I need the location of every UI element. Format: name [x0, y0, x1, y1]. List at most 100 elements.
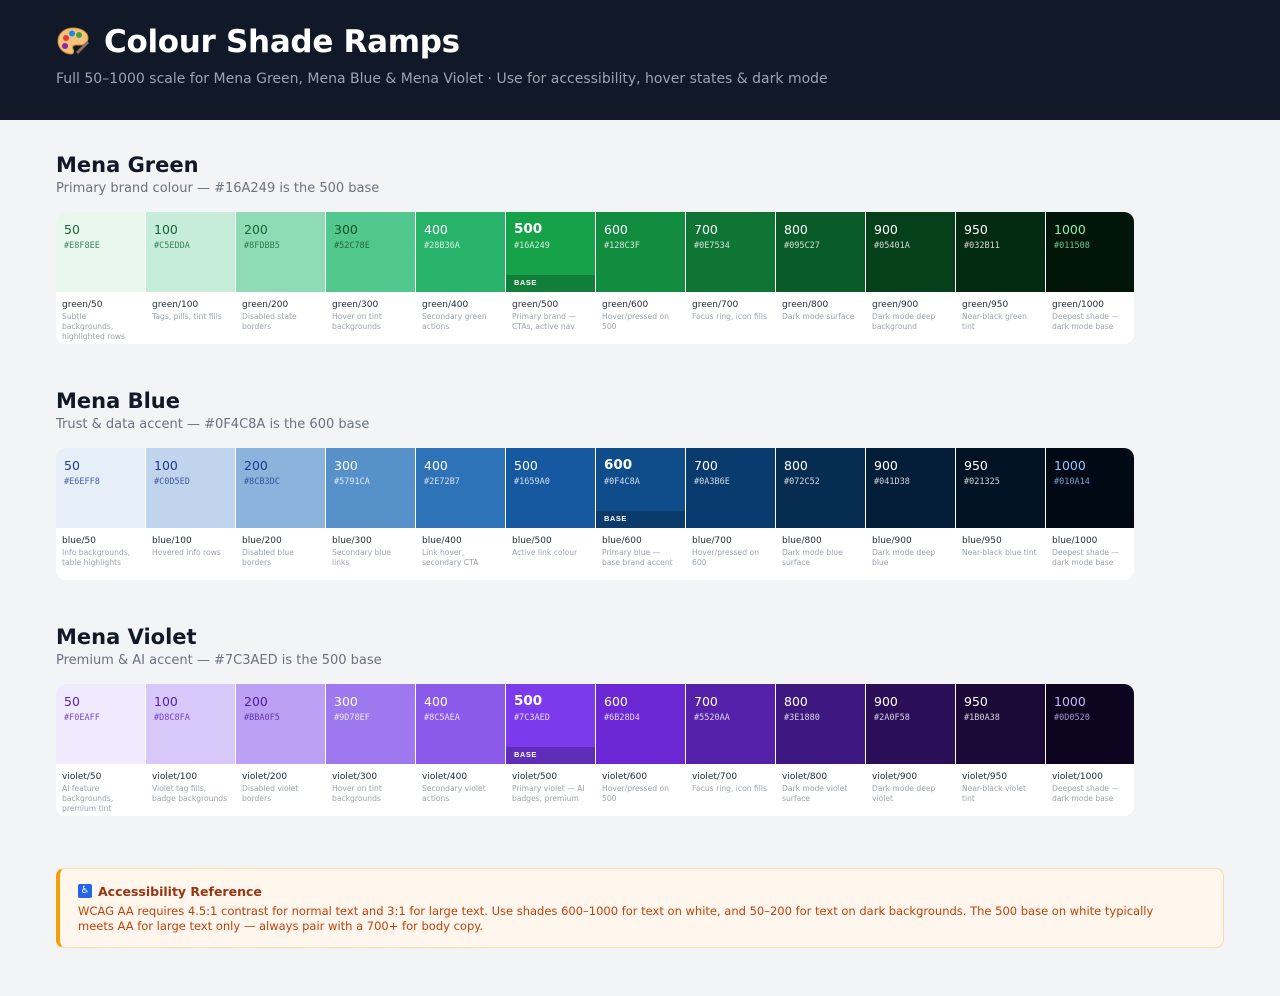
- usage-note: Hover/pressed on 500: [602, 784, 669, 803]
- token-name: green/50: [62, 300, 103, 310]
- shade-card[interactable]: 950 #021325 blue/950 Near-black blue tint: [956, 448, 1045, 580]
- shade-meta: green/50 Subtle backgrounds, highlighted …: [56, 292, 145, 344]
- shade-card[interactable]: 500 #16A249 BASE green/500 Primary brand — C…: [506, 212, 595, 344]
- color-swatch[interactable]: 600 #0F4C8A BASE: [596, 448, 685, 528]
- shade-card[interactable]: 50 #E8F8EE green/50 Subtle backgrounds, hig…: [56, 212, 145, 344]
- color-swatch[interactable]: 400 #8C5AEA: [416, 684, 505, 764]
- hex-code: #8CB3DC: [244, 477, 280, 487]
- color-swatch[interactable]: 300 #52C78E: [326, 212, 415, 292]
- shade-card[interactable]: 50 #E6EFF8 blue/50 Info backgrounds, table …: [56, 448, 145, 580]
- color-swatch[interactable]: 500 #7C3AED BASE: [506, 684, 595, 764]
- color-swatch[interactable]: 300 #5791CA: [326, 448, 415, 528]
- shade-card[interactable]: 1000 #011508 green/1000 Deepest shade — dar…: [1046, 212, 1134, 344]
- shade-card[interactable]: 600 #128C3F green/600 Hover/pressed on 500: [596, 212, 685, 344]
- color-swatch[interactable]: 400 #2E72B7: [416, 448, 505, 528]
- accessibility-icon: ♿: [78, 884, 92, 898]
- usage-note: Secondary green actions: [422, 312, 487, 331]
- token-name: blue/200: [242, 536, 282, 546]
- usage-note: Tags, pills, tint fills: [152, 312, 222, 321]
- shade-card[interactable]: 900 #2A0F58 violet/900 Dark mode deep viole…: [866, 684, 955, 816]
- shade-card[interactable]: 800 #3E1880 violet/800 Dark mode violet sur…: [776, 684, 865, 816]
- color-swatch[interactable]: 100 #C0D5ED: [146, 448, 235, 528]
- shade-card[interactable]: 700 #0E7534 green/700 Focus ring, icon fill…: [686, 212, 775, 344]
- shade-card[interactable]: 300 #5791CA blue/300 Secondary blue links: [326, 448, 415, 580]
- usage-note: Deepest shade — dark mode base: [1052, 548, 1119, 567]
- shade-card[interactable]: 400 #2E72B7 blue/400 Link hover, secondary …: [416, 448, 505, 580]
- color-swatch[interactable]: 50 #F0EAFF: [56, 684, 145, 764]
- color-swatch[interactable]: 700 #0E7534: [686, 212, 775, 292]
- shade-card[interactable]: 950 #1B0A38 violet/950 Near-black violet ti…: [956, 684, 1045, 816]
- hex-code: #011508: [1054, 241, 1090, 251]
- shade-card[interactable]: 50 #F0EAFF violet/50 AI feature backgrounds…: [56, 684, 145, 816]
- hex-code: #16A249: [514, 241, 550, 251]
- shade-card[interactable]: 100 #D8C8FA violet/100 Violet tag fills, ba…: [146, 684, 235, 816]
- color-swatch[interactable]: 950 #1B0A38: [956, 684, 1045, 764]
- color-swatch[interactable]: 50 #E6EFF8: [56, 448, 145, 528]
- color-swatch[interactable]: 950 #021325: [956, 448, 1045, 528]
- token-name: green/800: [782, 300, 829, 310]
- color-swatch[interactable]: 500 #1659A0: [506, 448, 595, 528]
- color-swatch[interactable]: 800 #3E1880: [776, 684, 865, 764]
- shade-card[interactable]: 200 #BBA0F5 violet/200 Disabled violet bord…: [236, 684, 325, 816]
- color-swatch[interactable]: 100 #C5EDDA: [146, 212, 235, 292]
- token-name: blue/50: [62, 536, 96, 546]
- color-swatch[interactable]: 500 #16A249 BASE: [506, 212, 595, 292]
- color-swatch[interactable]: 700 #0A3B6E: [686, 448, 775, 528]
- color-swatch[interactable]: 200 #8FDBB5: [236, 212, 325, 292]
- color-swatch[interactable]: 50 #E8F8EE: [56, 212, 145, 292]
- shade-card[interactable]: 200 #8FDBB5 green/200 Disabled state border…: [236, 212, 325, 344]
- shade-card[interactable]: 500 #7C3AED BASE violet/500 Primary violet —…: [506, 684, 595, 816]
- shade-card[interactable]: 400 #8C5AEA violet/400 Secondary violet act…: [416, 684, 505, 816]
- shade-card[interactable]: 900 #041D38 blue/900 Dark mode deep blue: [866, 448, 955, 580]
- hex-code: #095C27: [784, 241, 820, 251]
- accessibility-body: WCAG AA requires 4.5:1 contrast for norm…: [78, 904, 1154, 933]
- shade-card[interactable]: 700 #5520AA violet/700 Focus ring, icon fil…: [686, 684, 775, 816]
- token-name: violet/900: [872, 772, 918, 782]
- color-swatch[interactable]: 100 #D8C8FA: [146, 684, 235, 764]
- color-swatch[interactable]: 300 #9D78EF: [326, 684, 415, 764]
- usage-note: Focus ring, icon fills: [692, 312, 767, 321]
- shade-card[interactable]: 600 #0F4C8A BASE blue/600 Primary blue — bas…: [596, 448, 685, 580]
- color-swatch[interactable]: 200 #BBA0F5: [236, 684, 325, 764]
- shade-card[interactable]: 200 #8CB3DC blue/200 Disabled blue borders: [236, 448, 325, 580]
- shade-card[interactable]: 900 #05401A green/900 Dark mode deep backgr…: [866, 212, 955, 344]
- shade-number: 600: [604, 457, 633, 473]
- shade-card[interactable]: 950 #032B11 green/950 Near-black green tint: [956, 212, 1045, 344]
- shade-card[interactable]: 100 #C0D5ED blue/100 Hovered info rows: [146, 448, 235, 580]
- color-swatch[interactable]: 900 #2A0F58: [866, 684, 955, 764]
- shade-card[interactable]: 400 #28B36A green/400 Secondary green actio…: [416, 212, 505, 344]
- usage-note: Focus ring, icon fills: [692, 784, 767, 793]
- token-name: blue/1000: [1052, 536, 1098, 546]
- base-badge: BASE: [506, 747, 595, 764]
- token-name: violet/100: [152, 772, 198, 782]
- shade-card[interactable]: 1000 #0D0520 violet/1000 Deepest shade — da…: [1046, 684, 1134, 816]
- shade-card[interactable]: 300 #52C78E green/300 Hover on tint backgro…: [326, 212, 415, 344]
- color-swatch[interactable]: 400 #28B36A: [416, 212, 505, 292]
- color-swatch[interactable]: 1000 #011508: [1046, 212, 1134, 292]
- shade-card[interactable]: 800 #072C52 blue/800 Dark mode blue surface: [776, 448, 865, 580]
- shade-card[interactable]: 500 #1659A0 blue/500 Active link colour: [506, 448, 595, 580]
- usage-note: Primary brand — CTAs, active nav: [512, 312, 576, 331]
- color-swatch[interactable]: 700 #5520AA: [686, 684, 775, 764]
- color-swatch[interactable]: 200 #8CB3DC: [236, 448, 325, 528]
- shade-meta: green/300 Hover on tint backgrounds: [326, 292, 415, 344]
- color-swatch[interactable]: 900 #041D38: [866, 448, 955, 528]
- header-title-row: Colour Shade Ramps: [56, 24, 1224, 60]
- shade-meta: blue/800 Dark mode blue surface: [776, 528, 865, 580]
- color-swatch[interactable]: 600 #6B28D4: [596, 684, 685, 764]
- color-swatch[interactable]: 800 #072C52: [776, 448, 865, 528]
- color-swatch[interactable]: 1000 #010A14: [1046, 448, 1134, 528]
- shade-card[interactable]: 300 #9D78EF violet/300 Hover on tint backgr…: [326, 684, 415, 816]
- shade-card[interactable]: 100 #C5EDDA green/100 Tags, pills, tint fil…: [146, 212, 235, 344]
- shade-meta: blue/950 Near-black blue tint: [956, 528, 1045, 580]
- color-swatch[interactable]: 950 #032B11: [956, 212, 1045, 292]
- color-swatch[interactable]: 800 #095C27: [776, 212, 865, 292]
- color-swatch[interactable]: 1000 #0D0520: [1046, 684, 1134, 764]
- shade-card[interactable]: 700 #0A3B6E blue/700 Hover/pressed on 600: [686, 448, 775, 580]
- shade-card[interactable]: 1000 #010A14 blue/1000 Deepest shade — dark…: [1046, 448, 1134, 580]
- shade-card[interactable]: 800 #095C27 green/800 Dark mode surface: [776, 212, 865, 344]
- color-swatch[interactable]: 600 #128C3F: [596, 212, 685, 292]
- page-title: Colour Shade Ramps: [104, 24, 460, 60]
- shade-card[interactable]: 600 #6B28D4 violet/600 Hover/pressed on 500: [596, 684, 685, 816]
- color-swatch[interactable]: 900 #05401A: [866, 212, 955, 292]
